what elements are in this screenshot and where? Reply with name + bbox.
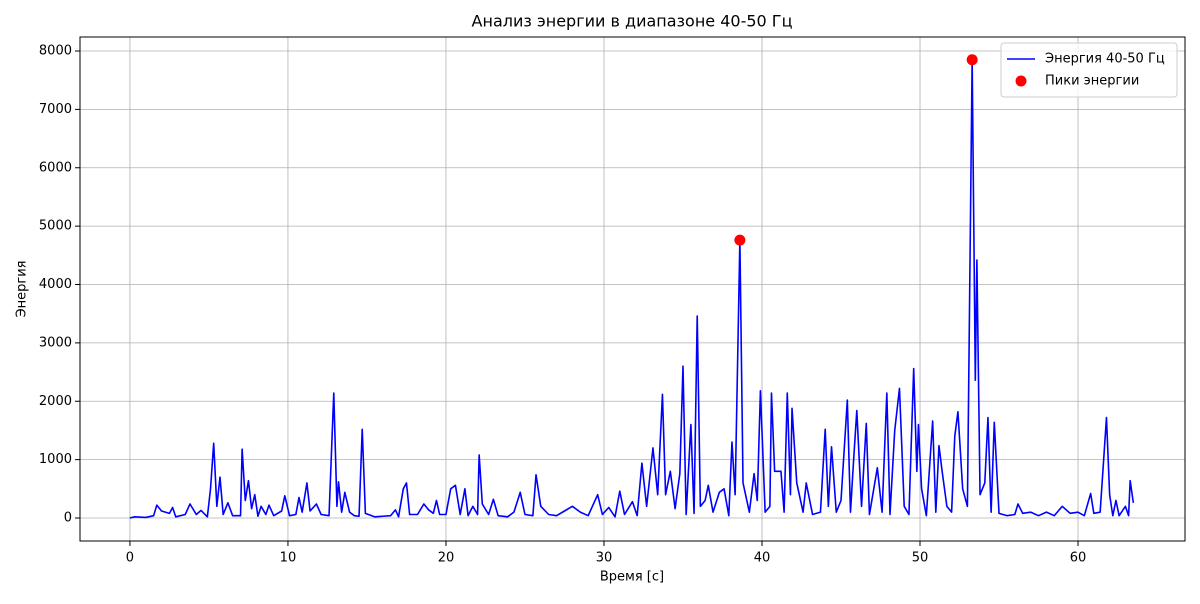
x-tick-label: 50	[912, 551, 929, 566]
y-tick-label: 6000	[39, 160, 72, 175]
y-tick-label: 7000	[39, 102, 72, 117]
legend-box	[1000, 42, 1178, 98]
y-tick-label: 0	[64, 511, 72, 526]
legend-swatch	[1015, 75, 1027, 87]
x-tick-label: 40	[754, 551, 771, 566]
x-tick-label: 20	[438, 551, 455, 566]
y-axis-label: Энергия	[15, 261, 30, 318]
x-axis-label: Время [с]	[600, 570, 664, 585]
x-tick-label: 10	[280, 551, 297, 566]
x-tick-label: 0	[126, 551, 134, 566]
plot-frame	[79, 36, 1186, 542]
y-tick-label: 1000	[39, 452, 72, 467]
y-tick-label: 5000	[39, 219, 72, 234]
legend-label: Энергия 40-50 Гц	[1045, 52, 1165, 67]
legend-label: Пики энергии	[1045, 74, 1139, 89]
data-line	[129, 58, 1135, 519]
x-tick-label: 60	[1070, 551, 1087, 566]
peak-marker	[734, 234, 746, 246]
y-tick-label: 3000	[39, 335, 72, 350]
peak-marker	[966, 54, 978, 66]
y-tick-label: 8000	[39, 44, 72, 59]
y-tick-label: 4000	[39, 277, 72, 292]
chart-title: Анализ энергии в диапазоне 40-50 Гц	[472, 12, 793, 31]
y-tick-label: 2000	[39, 394, 72, 409]
x-tick-label: 30	[596, 551, 613, 566]
